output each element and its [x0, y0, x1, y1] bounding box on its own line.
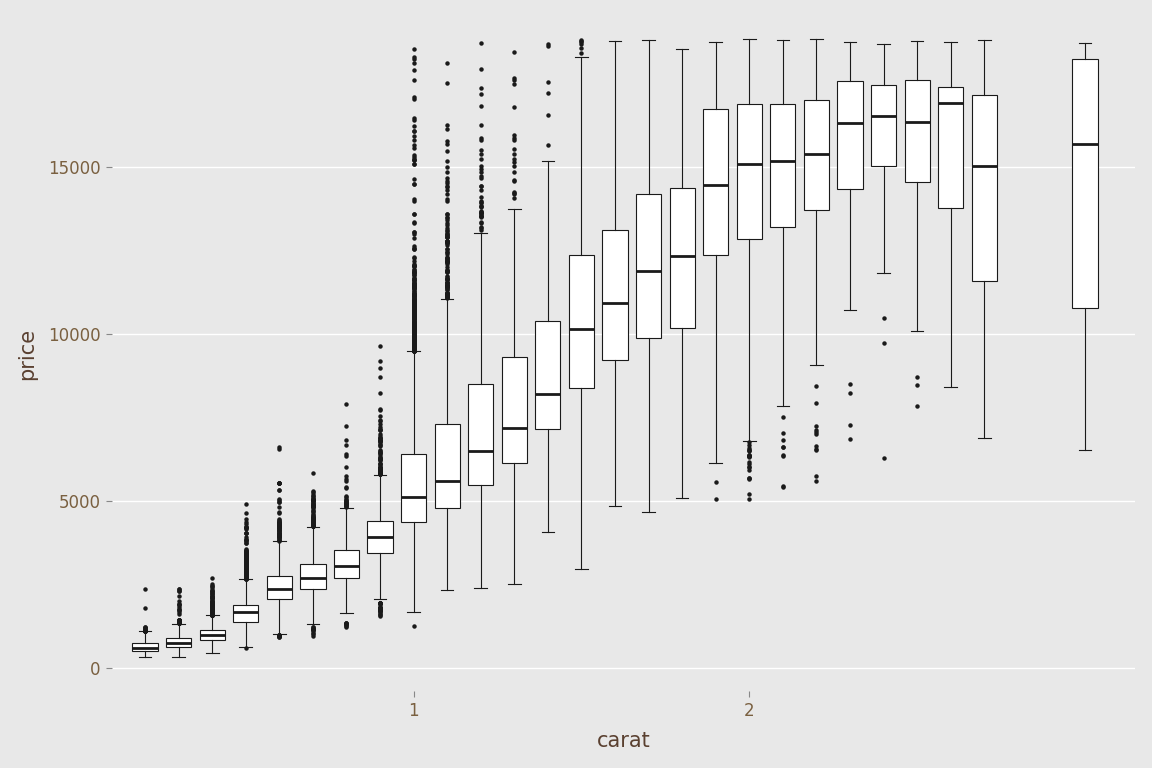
PathPatch shape	[401, 454, 426, 521]
Y-axis label: price: price	[16, 328, 37, 380]
PathPatch shape	[199, 631, 225, 640]
PathPatch shape	[771, 104, 796, 227]
PathPatch shape	[602, 230, 628, 359]
PathPatch shape	[971, 94, 996, 280]
PathPatch shape	[838, 81, 863, 189]
PathPatch shape	[502, 357, 526, 463]
PathPatch shape	[301, 564, 326, 589]
PathPatch shape	[569, 255, 594, 389]
PathPatch shape	[938, 87, 963, 207]
PathPatch shape	[669, 187, 695, 329]
PathPatch shape	[737, 104, 761, 240]
PathPatch shape	[871, 85, 896, 166]
PathPatch shape	[367, 521, 393, 553]
PathPatch shape	[132, 643, 158, 651]
PathPatch shape	[233, 605, 258, 622]
PathPatch shape	[804, 100, 829, 210]
PathPatch shape	[166, 637, 191, 647]
PathPatch shape	[904, 81, 930, 182]
PathPatch shape	[536, 320, 561, 429]
PathPatch shape	[334, 550, 359, 578]
PathPatch shape	[636, 194, 661, 338]
PathPatch shape	[434, 424, 460, 508]
PathPatch shape	[703, 108, 728, 255]
X-axis label: carat: carat	[597, 731, 650, 751]
PathPatch shape	[468, 384, 493, 485]
PathPatch shape	[267, 576, 291, 600]
PathPatch shape	[1073, 58, 1098, 308]
